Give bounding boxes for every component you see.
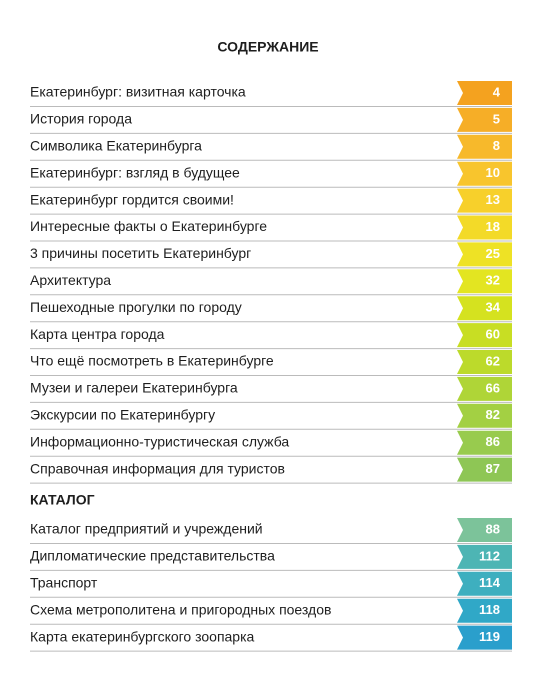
page-number: 87 bbox=[486, 461, 500, 476]
page-box bbox=[457, 296, 512, 321]
entry-label: Музеи и галереи Екатеринбурга bbox=[30, 380, 238, 396]
entry-label: Информационно-туристическая служба bbox=[30, 433, 289, 449]
page-box bbox=[457, 188, 512, 213]
page-number: 66 bbox=[486, 380, 500, 395]
entry-label: Схема метрополитена и пригородных поездо… bbox=[30, 601, 331, 617]
page-number: 119 bbox=[479, 629, 500, 644]
page-box bbox=[457, 161, 512, 186]
entry-label: Архитектура bbox=[30, 272, 111, 288]
page-number: 60 bbox=[486, 327, 500, 342]
page-box bbox=[457, 598, 512, 623]
page-box bbox=[457, 544, 512, 569]
page-box bbox=[457, 625, 512, 650]
page-box bbox=[457, 571, 512, 596]
entry-label: Экскурсии по Екатеринбургу bbox=[30, 407, 215, 423]
page-box bbox=[457, 323, 512, 348]
entry-label: Екатеринбург: взгляд в будущее bbox=[30, 164, 240, 180]
page-number: 34 bbox=[486, 300, 501, 315]
entry-label: Пешеходные прогулки по городу bbox=[30, 299, 242, 315]
page-number: 114 bbox=[479, 575, 501, 590]
page-box bbox=[457, 269, 512, 294]
entry-label: История города bbox=[30, 111, 132, 127]
page-number: 18 bbox=[486, 219, 500, 234]
page-box bbox=[457, 81, 512, 105]
page-box bbox=[457, 457, 512, 482]
entry-label: Символика Екатеринбурга bbox=[30, 138, 202, 154]
entry-label: Карта екатеринбургского зоопарка bbox=[30, 628, 255, 644]
page-number: 10 bbox=[486, 165, 500, 180]
page-box bbox=[457, 350, 512, 374]
entry-label: Каталог предприятий и учреждений bbox=[30, 521, 263, 537]
title: СОДЕРЖАНИЕ bbox=[217, 39, 318, 55]
entry-label: Екатеринбург: визитная карточка bbox=[30, 84, 246, 100]
page-number: 82 bbox=[486, 407, 500, 422]
page-number: 86 bbox=[486, 434, 500, 449]
page-box bbox=[457, 518, 512, 542]
catalog-title: КАТАЛОГ bbox=[30, 492, 95, 508]
page-number: 4 bbox=[493, 84, 501, 99]
page-box bbox=[457, 376, 512, 401]
page-number: 5 bbox=[493, 111, 500, 126]
page-number: 13 bbox=[486, 192, 500, 207]
entry-label: Интересные факты о Екатеринбурге bbox=[30, 218, 267, 234]
entry-label: Что ещё посмотреть в Екатеринбурге bbox=[30, 353, 274, 369]
page-number: 118 bbox=[479, 602, 500, 617]
page-box bbox=[457, 430, 512, 455]
page-box bbox=[457, 107, 512, 132]
entry-label: Транспорт bbox=[30, 575, 98, 591]
entry-label: Справочная информация для туристов bbox=[30, 460, 285, 476]
page-number: 62 bbox=[486, 353, 500, 368]
page-number: 32 bbox=[486, 273, 500, 288]
page-number: 112 bbox=[479, 548, 500, 563]
entry-label: 3 причины посетить Екатеринбург bbox=[30, 245, 251, 261]
page-box bbox=[457, 134, 512, 159]
page-box bbox=[457, 215, 512, 240]
entry-label: Карта центра города bbox=[30, 326, 165, 342]
page-number: 88 bbox=[486, 521, 500, 536]
page-number: 8 bbox=[493, 138, 500, 153]
entry-label: Дипломатические представительства bbox=[30, 548, 275, 564]
entry-label: Екатеринбург гордится своими! bbox=[30, 191, 234, 207]
page-box bbox=[457, 242, 512, 267]
page-box bbox=[457, 403, 512, 428]
page-number: 25 bbox=[486, 246, 500, 261]
